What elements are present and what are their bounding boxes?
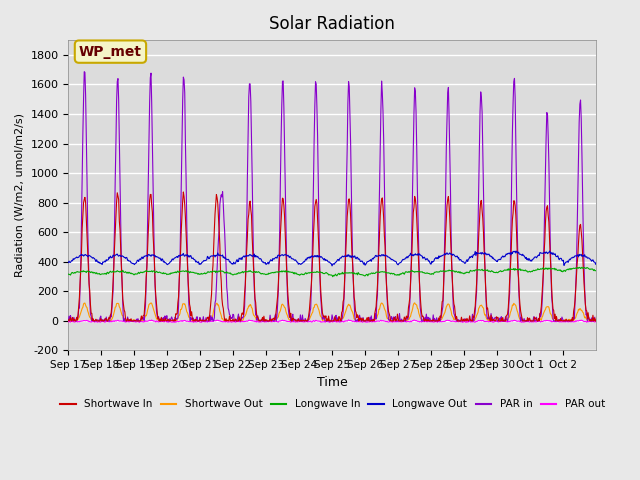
Y-axis label: Radiation (W/m2, umol/m2/s): Radiation (W/m2, umol/m2/s) <box>15 113 25 277</box>
Text: WP_met: WP_met <box>79 45 142 59</box>
X-axis label: Time: Time <box>317 376 348 389</box>
Legend: Shortwave In, Shortwave Out, Longwave In, Longwave Out, PAR in, PAR out: Shortwave In, Shortwave Out, Longwave In… <box>56 395 609 414</box>
Title: Solar Radiation: Solar Radiation <box>269 15 396 33</box>
